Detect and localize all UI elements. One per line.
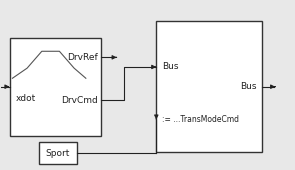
Text: Bus: Bus [240,82,256,91]
Text: := ...TransModeCmd: := ...TransModeCmd [162,115,239,124]
Text: Bus: Bus [162,62,179,71]
Bar [9,38,101,136]
Text: DrvRef: DrvRef [67,53,98,62]
Bar [39,142,77,164]
Text: DrvCmd: DrvCmd [61,96,98,105]
Text: Sport: Sport [46,149,70,158]
Bar [156,21,262,152]
Text: xdot: xdot [15,94,36,103]
